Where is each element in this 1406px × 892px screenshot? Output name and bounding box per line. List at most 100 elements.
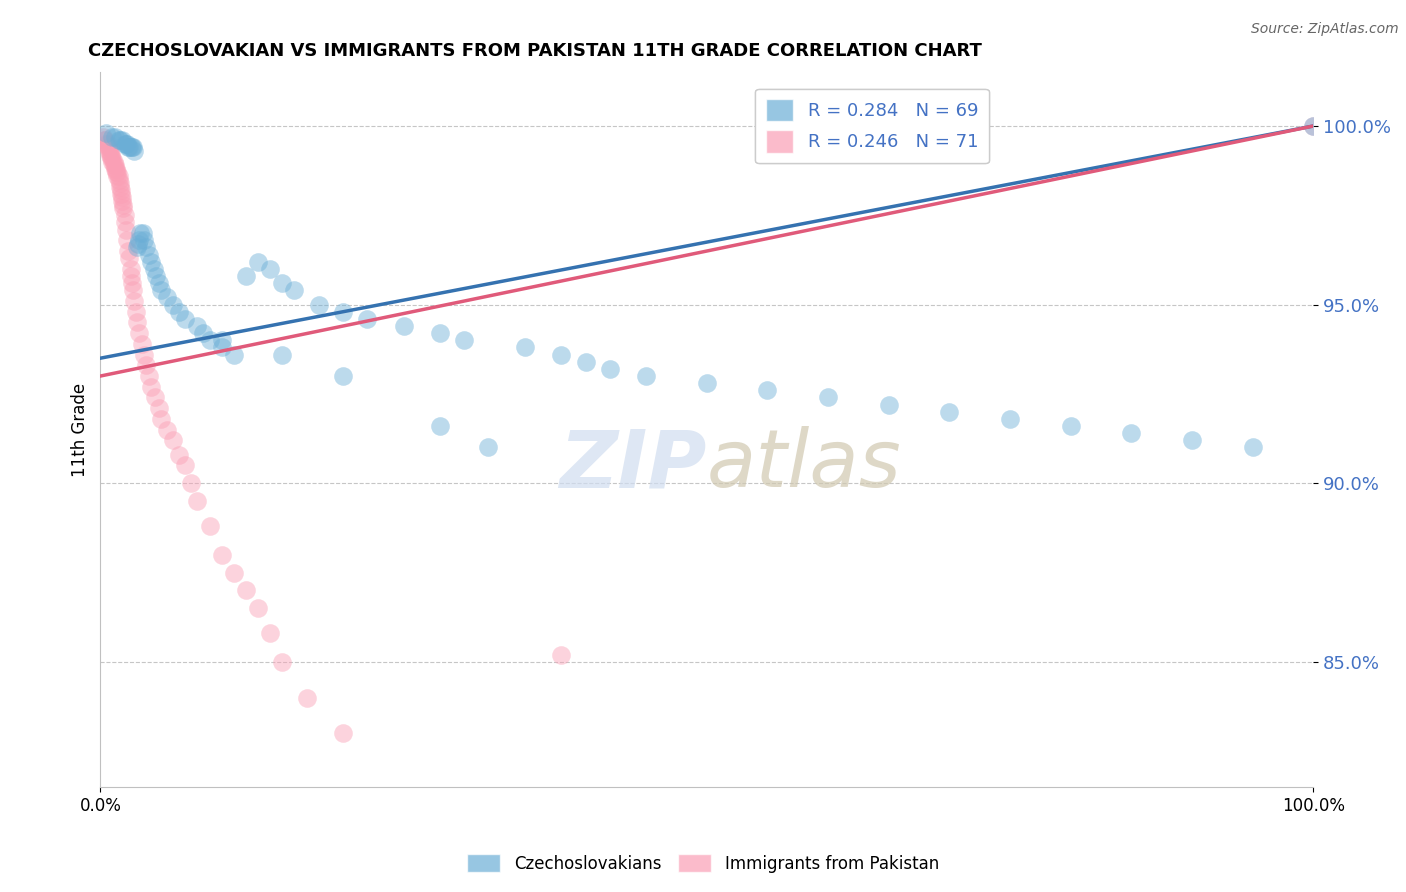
Point bbox=[167, 448, 190, 462]
Point bbox=[283, 283, 305, 297]
Point bbox=[128, 326, 150, 341]
Point bbox=[107, 133, 129, 147]
Point bbox=[105, 165, 128, 179]
Point bbox=[125, 240, 148, 254]
Point bbox=[148, 276, 170, 290]
Point bbox=[453, 334, 475, 348]
Point bbox=[132, 226, 155, 240]
Point bbox=[145, 268, 167, 283]
Point bbox=[392, 319, 415, 334]
Point bbox=[121, 140, 143, 154]
Point bbox=[105, 161, 128, 176]
Point bbox=[124, 305, 146, 319]
Point bbox=[111, 194, 134, 208]
Point bbox=[271, 276, 294, 290]
Point bbox=[877, 398, 900, 412]
Point bbox=[96, 136, 118, 151]
Point bbox=[96, 126, 118, 140]
Point bbox=[127, 236, 149, 251]
Point bbox=[135, 240, 157, 254]
Point bbox=[198, 519, 221, 533]
Point bbox=[122, 140, 145, 154]
Point bbox=[107, 172, 129, 186]
Point bbox=[97, 140, 120, 154]
Point bbox=[259, 261, 281, 276]
Point bbox=[211, 548, 233, 562]
Point bbox=[174, 312, 197, 326]
Point bbox=[1302, 119, 1324, 133]
Point bbox=[124, 293, 146, 308]
Point bbox=[117, 244, 139, 258]
Point bbox=[574, 355, 596, 369]
Point bbox=[103, 158, 125, 172]
Point bbox=[756, 384, 779, 398]
Point bbox=[180, 476, 202, 491]
Point bbox=[429, 326, 451, 341]
Point bbox=[156, 423, 179, 437]
Point bbox=[148, 401, 170, 416]
Point bbox=[174, 458, 197, 473]
Point bbox=[98, 144, 121, 158]
Point bbox=[211, 341, 233, 355]
Point bbox=[222, 566, 245, 580]
Point bbox=[114, 136, 136, 151]
Point bbox=[141, 380, 163, 394]
Point bbox=[129, 226, 152, 240]
Point bbox=[108, 179, 131, 194]
Point bbox=[938, 405, 960, 419]
Point bbox=[186, 494, 208, 508]
Text: ZIP: ZIP bbox=[560, 426, 707, 504]
Point bbox=[162, 434, 184, 448]
Point bbox=[271, 348, 294, 362]
Point bbox=[162, 297, 184, 311]
Point bbox=[222, 348, 245, 362]
Point bbox=[247, 601, 270, 615]
Point bbox=[142, 261, 165, 276]
Point bbox=[198, 334, 221, 348]
Point bbox=[131, 337, 153, 351]
Point bbox=[271, 655, 294, 669]
Point bbox=[111, 133, 134, 147]
Point bbox=[998, 412, 1021, 426]
Point bbox=[1060, 419, 1083, 434]
Point bbox=[332, 726, 354, 740]
Point bbox=[114, 136, 136, 151]
Point bbox=[118, 140, 141, 154]
Point bbox=[114, 215, 136, 229]
Point bbox=[115, 233, 138, 247]
Point bbox=[143, 391, 166, 405]
Point bbox=[118, 251, 141, 265]
Point bbox=[128, 233, 150, 247]
Point bbox=[477, 441, 499, 455]
Point bbox=[550, 648, 572, 662]
Point bbox=[356, 312, 378, 326]
Point bbox=[94, 133, 117, 147]
Point bbox=[132, 348, 155, 362]
Point bbox=[114, 222, 136, 236]
Point bbox=[100, 147, 122, 161]
Point bbox=[235, 268, 257, 283]
Y-axis label: 11th Grade: 11th Grade bbox=[72, 383, 89, 476]
Legend: Czechoslovakians, Immigrants from Pakistan: Czechoslovakians, Immigrants from Pakist… bbox=[460, 847, 946, 880]
Point bbox=[156, 290, 179, 304]
Point bbox=[117, 140, 139, 154]
Point bbox=[259, 626, 281, 640]
Point bbox=[108, 133, 131, 147]
Point bbox=[120, 140, 142, 154]
Point bbox=[167, 305, 190, 319]
Point bbox=[120, 268, 142, 283]
Point bbox=[112, 197, 135, 211]
Point bbox=[332, 305, 354, 319]
Point bbox=[295, 690, 318, 705]
Point bbox=[101, 151, 124, 165]
Point bbox=[429, 419, 451, 434]
Point bbox=[125, 316, 148, 330]
Point bbox=[124, 144, 146, 158]
Point bbox=[636, 369, 658, 384]
Point bbox=[193, 326, 215, 341]
Point bbox=[1181, 434, 1204, 448]
Point bbox=[104, 158, 127, 172]
Point bbox=[1121, 426, 1143, 441]
Text: CZECHOSLOVAKIAN VS IMMIGRANTS FROM PAKISTAN 11TH GRADE CORRELATION CHART: CZECHOSLOVAKIAN VS IMMIGRANTS FROM PAKIS… bbox=[89, 42, 983, 60]
Point bbox=[105, 169, 128, 183]
